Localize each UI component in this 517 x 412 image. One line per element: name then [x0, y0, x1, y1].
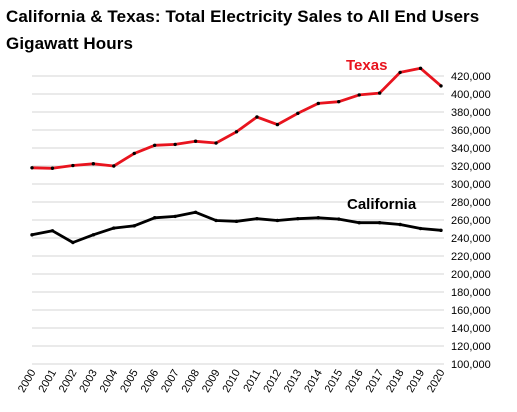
data-point-california: [132, 224, 136, 228]
y-tick-label: 140,000: [451, 323, 491, 335]
x-tick-label: 2011: [241, 368, 263, 394]
chart-subtitle: Gigawatt Hours: [6, 34, 134, 53]
data-point-california: [439, 228, 443, 233]
data-point-texas: [255, 115, 259, 119]
data-point-texas: [337, 99, 341, 104]
data-point-california: [357, 221, 361, 225]
x-tick-label: 2002: [57, 368, 80, 395]
x-tick-label: 2010: [220, 368, 243, 395]
y-tick-label: 280,000: [451, 197, 491, 209]
data-point-california: [50, 229, 55, 233]
data-point-texas: [275, 122, 280, 127]
data-point-texas: [214, 141, 218, 145]
data-point-texas: [296, 111, 300, 116]
data-point-texas: [439, 84, 443, 88]
y-tick-label: 200,000: [451, 269, 491, 281]
y-tick-label: 300,000: [451, 179, 491, 191]
y-axis-tick-labels: 100,000 120,000 140,000 160,000 180,000 200,0…: [451, 71, 491, 371]
x-tick-label: 2018: [384, 368, 407, 395]
data-point-texas: [71, 163, 75, 168]
data-point-texas: [112, 164, 116, 168]
data-point-texas: [153, 143, 157, 147]
x-tick-label: 2007: [159, 368, 182, 395]
series-line-texas: [30, 66, 443, 170]
data-point-texas: [377, 91, 382, 95]
data-point-california: [418, 226, 423, 231]
x-tick-label: 2003: [77, 368, 100, 395]
x-tick-label: 2000: [16, 368, 39, 395]
data-point-california: [377, 221, 382, 225]
chart-title: California & Texas: Total Electricity Sa…: [6, 7, 480, 26]
y-tick-label: 400,000: [451, 89, 491, 101]
y-tick-label: 380,000: [451, 107, 491, 119]
x-tick-label: 2006: [139, 368, 162, 395]
data-point-texas: [30, 166, 34, 170]
data-point-california: [214, 218, 218, 223]
data-point-california: [337, 217, 341, 221]
x-tick-label: 2001: [36, 368, 59, 395]
x-tick-label: 2017: [364, 368, 387, 395]
series-label-california: California: [347, 196, 417, 213]
x-tick-label: 2008: [180, 368, 203, 395]
y-tick-label: 320,000: [451, 161, 491, 173]
data-point-texas: [398, 70, 402, 75]
gridlines: [32, 75, 444, 365]
data-point-california: [193, 210, 198, 215]
data-point-texas: [418, 66, 423, 71]
y-tick-label: 220,000: [451, 251, 491, 263]
data-point-texas: [50, 166, 55, 170]
x-tick-label: 2016: [343, 368, 366, 395]
x-tick-label: 2009: [200, 368, 223, 395]
y-tick-label: 160,000: [451, 305, 491, 317]
series-label-texas: Texas: [346, 57, 387, 74]
data-point-california: [398, 222, 402, 227]
x-axis-tick-labels: 2000200120022003200420052006200720082009…: [16, 368, 448, 395]
series-labels: Texas California: [346, 57, 417, 213]
data-point-texas: [316, 101, 320, 106]
x-tick-label: 2019: [405, 368, 428, 395]
x-tick-label: 2015: [323, 368, 346, 395]
y-tick-label: 420,000: [451, 71, 491, 83]
data-point-california: [112, 226, 116, 230]
data-point-california: [234, 219, 239, 224]
data-point-california: [316, 216, 320, 220]
data-point-texas: [173, 142, 177, 147]
x-tick-label: 2014: [302, 368, 325, 395]
x-tick-label: 2005: [118, 368, 141, 395]
series-markers: [30, 66, 443, 245]
y-tick-label: 180,000: [451, 287, 491, 299]
x-tick-label: 2013: [282, 368, 305, 395]
data-point-california: [296, 216, 300, 221]
y-tick-label: 340,000: [451, 143, 491, 155]
data-point-texas: [357, 93, 361, 97]
y-tick-label: 240,000: [451, 233, 491, 245]
y-tick-label: 260,000: [451, 215, 491, 227]
data-point-texas: [91, 162, 96, 166]
x-tick-label: 2004: [98, 368, 121, 395]
data-point-california: [30, 233, 34, 237]
y-tick-label: 360,000: [451, 125, 491, 137]
data-point-texas: [132, 151, 136, 156]
data-point-california: [91, 233, 96, 237]
data-point-california: [173, 214, 177, 219]
data-point-texas: [234, 130, 239, 134]
x-tick-label: 2020: [425, 368, 448, 395]
data-point-texas: [193, 139, 198, 143]
data-point-california: [255, 216, 259, 221]
data-point-california: [275, 218, 280, 223]
x-tick-label: 2012: [261, 368, 284, 395]
data-point-california: [153, 216, 157, 220]
data-point-california: [71, 240, 75, 245]
y-tick-label: 100,000: [451, 359, 491, 371]
y-tick-label: 120,000: [451, 341, 491, 353]
